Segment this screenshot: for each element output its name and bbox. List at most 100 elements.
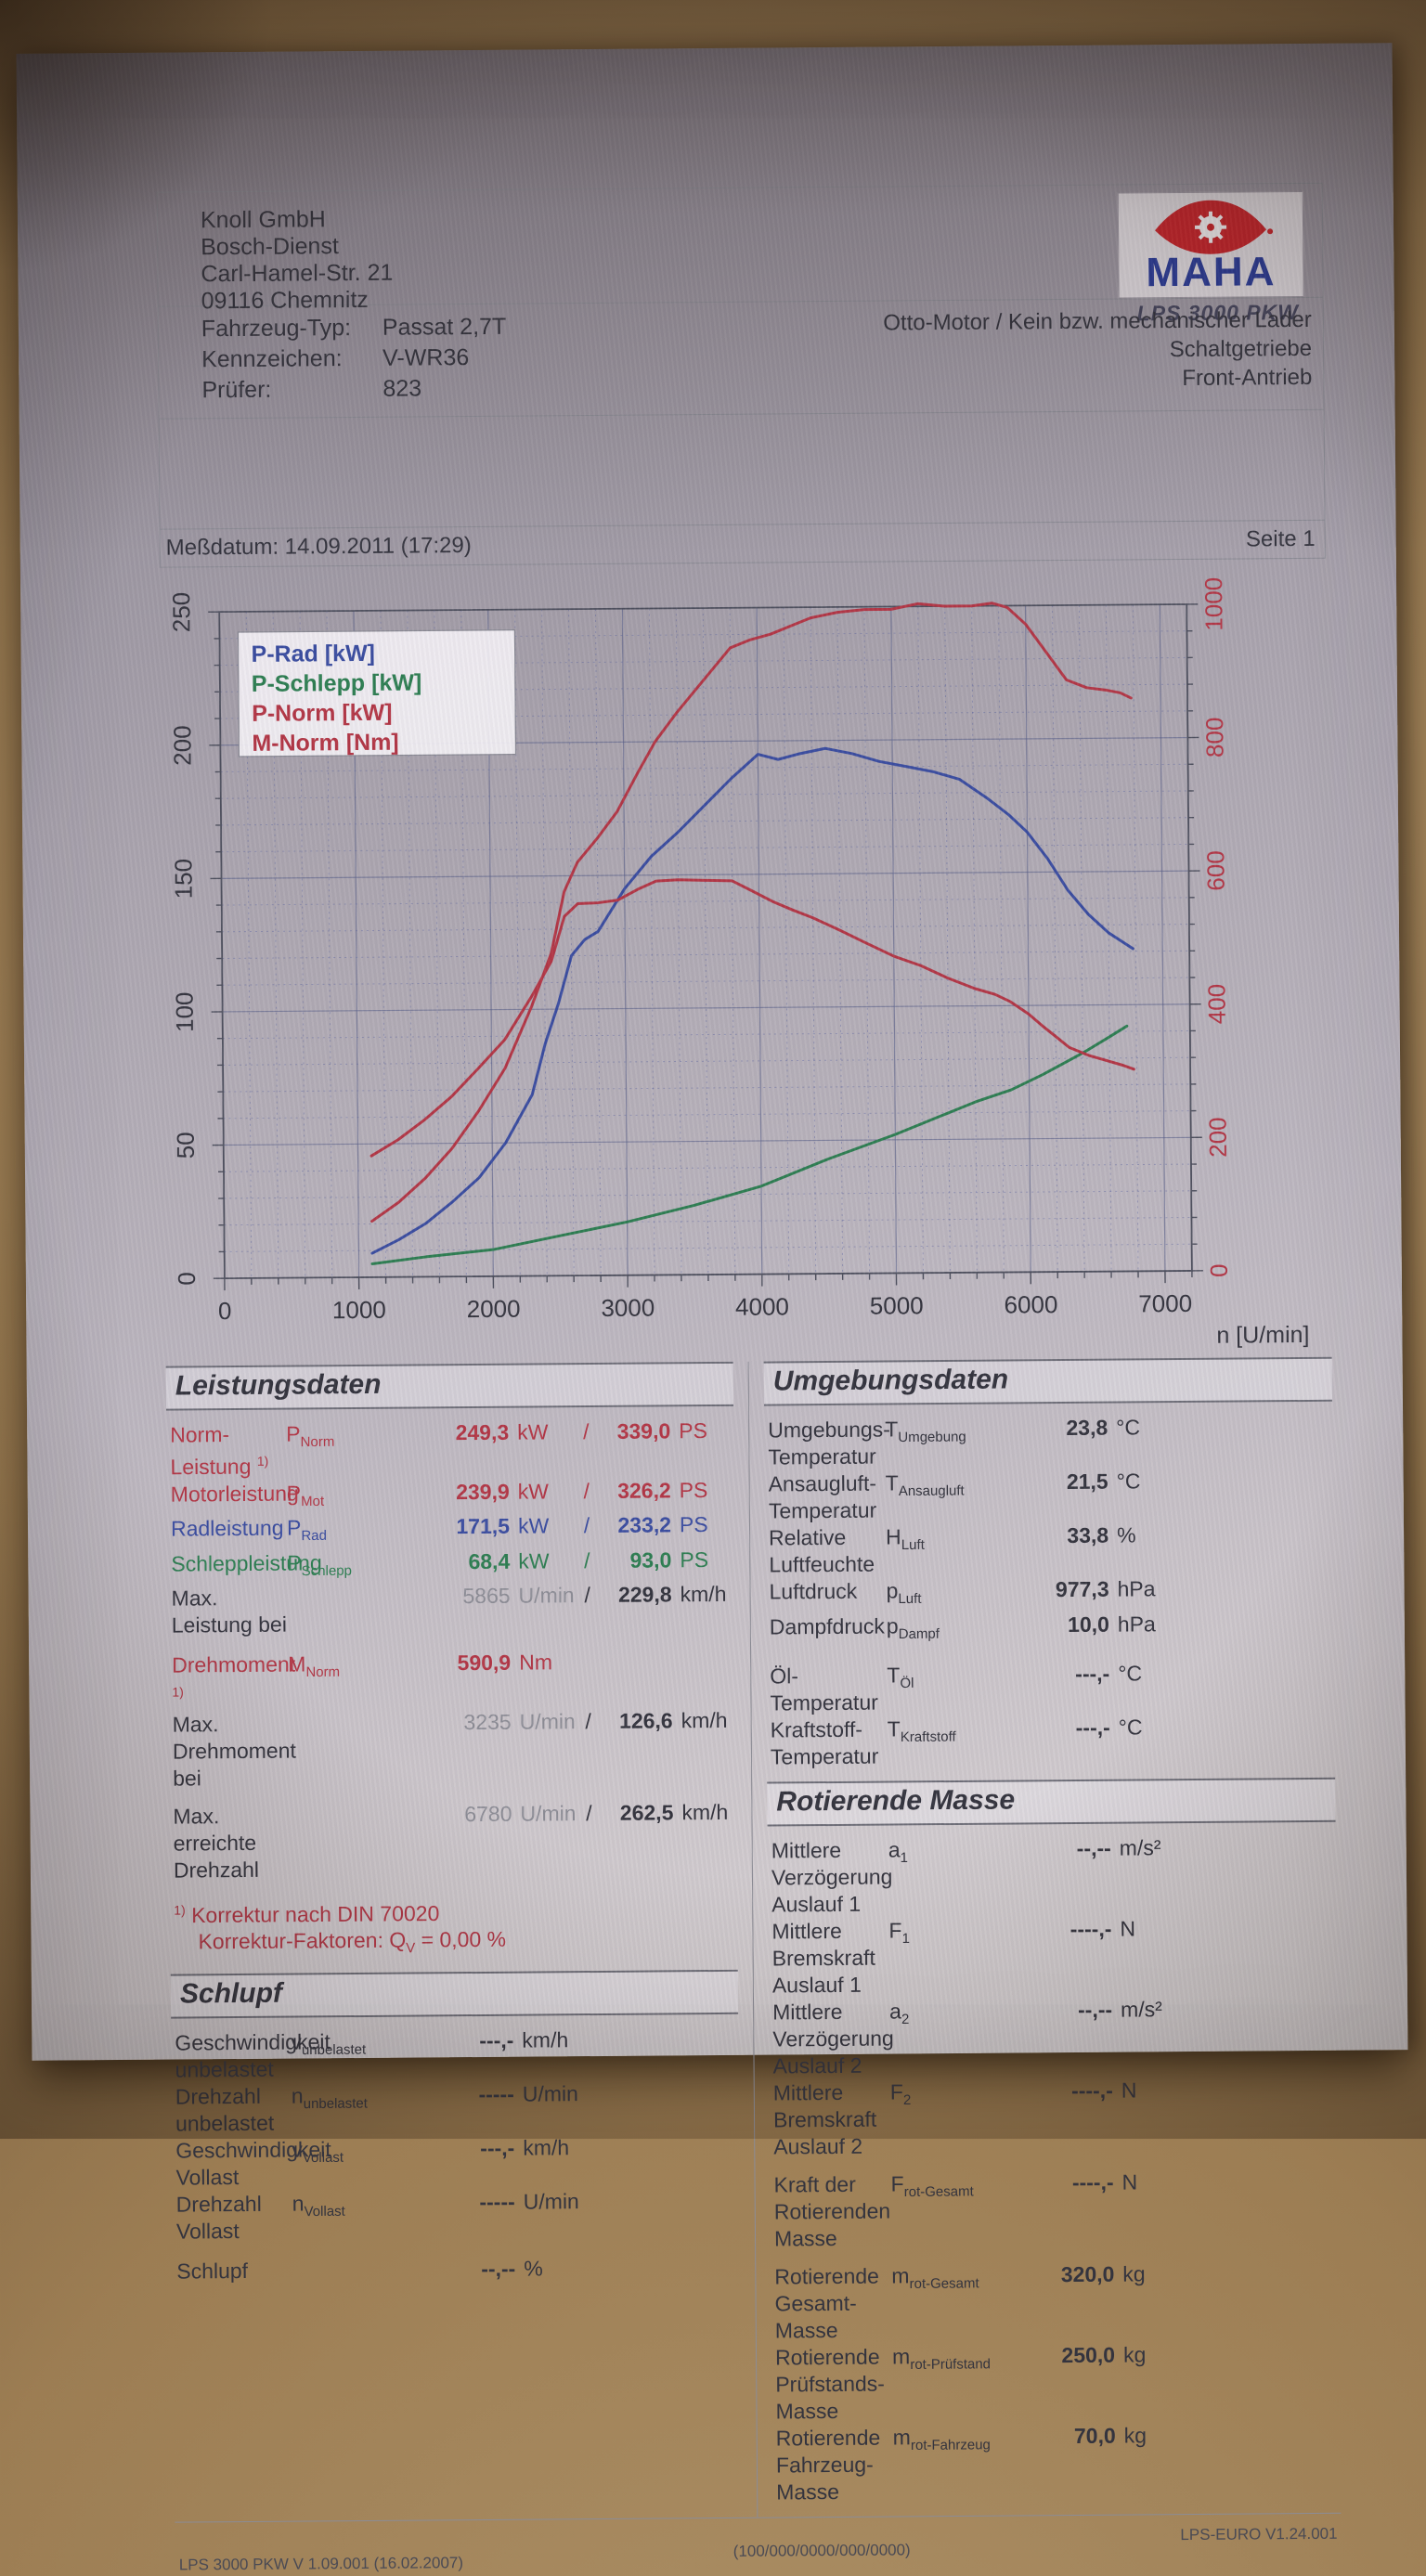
row-symbol: nVollast bbox=[292, 2190, 430, 2226]
axis-label: 250 bbox=[167, 592, 195, 633]
row-unit: U/min bbox=[515, 2188, 586, 2216]
row-value-2 bbox=[1196, 2015, 1274, 2016]
axis-label: 150 bbox=[169, 859, 197, 900]
row-value: 5865 bbox=[424, 1583, 510, 1611]
row-label: Ansaugluft-Temperatur bbox=[769, 1470, 886, 1525]
row-label: Mittlere Verzögerung Auslauf 1 bbox=[771, 1837, 889, 1919]
grid-line-minor bbox=[542, 609, 548, 1275]
grid-line-minor bbox=[945, 606, 951, 1273]
row-label: Geschwindigkeit unbelastet bbox=[175, 2029, 291, 2084]
row-unit-2: PS bbox=[670, 1417, 732, 1445]
row-symbol: TUmgebung bbox=[885, 1415, 1022, 1451]
row-label: Norm-Leistung 1) bbox=[170, 1421, 286, 1482]
row-unit-2 bbox=[676, 2100, 737, 2101]
row-unit: U/min bbox=[512, 1800, 582, 1828]
row-label: Max. Drehmoment bei bbox=[173, 1711, 290, 1793]
row-symbol: vunbelastet bbox=[291, 2028, 428, 2065]
report-header-box: Knoll GmbH Bosch-Dienst Carl-Hamel-Str. … bbox=[157, 183, 1326, 568]
axis-label: n [U/min] bbox=[1216, 1322, 1309, 1349]
row-value: 171,5 bbox=[424, 1513, 510, 1541]
row-unit: kW bbox=[509, 1418, 579, 1446]
grid-line-minor bbox=[223, 1057, 1190, 1065]
row-value-2 bbox=[599, 2275, 677, 2276]
row-value-2 bbox=[1193, 1595, 1271, 1596]
row-symbol: mrot-Prüfstand bbox=[892, 2343, 1030, 2379]
row-unit-2 bbox=[1271, 1595, 1332, 1596]
row-unit: U/min bbox=[512, 1708, 582, 1736]
row-unit-2 bbox=[676, 2154, 737, 2155]
grid-line-minor bbox=[569, 609, 575, 1275]
axis-label: 200 bbox=[1204, 1117, 1232, 1158]
row-unit-2 bbox=[1277, 2361, 1338, 2362]
row-label: Kraft der Rotierenden Masse bbox=[773, 2171, 891, 2253]
axis-label: 0 bbox=[218, 1297, 232, 1325]
row-unit-2 bbox=[1271, 1679, 1332, 1680]
row-unit: U/min bbox=[514, 2080, 585, 2108]
grid-line-minor bbox=[730, 608, 735, 1275]
printed-test-report: Knoll GmbH Bosch-Dienst Carl-Hamel-Str. … bbox=[17, 43, 1408, 2061]
slash: / bbox=[580, 1478, 593, 1505]
row-unit-2 bbox=[672, 1668, 733, 1669]
axis-label: 100 bbox=[170, 991, 198, 1032]
row-label: Rotierende Prüfstands-Masse bbox=[775, 2344, 893, 2426]
row-symbol: PNorm bbox=[286, 1419, 423, 1456]
row-label: Relative Luftfeuchte bbox=[769, 1524, 886, 1579]
row-value: 10,0 bbox=[1024, 1611, 1109, 1638]
row-value: 249,3 bbox=[423, 1419, 509, 1447]
row-label: Luftdruck bbox=[769, 1578, 886, 1606]
grid-line-minor bbox=[918, 606, 924, 1273]
row-label: Drehmoment 1) bbox=[172, 1651, 288, 1712]
row-value-2 bbox=[598, 2101, 676, 2102]
row-value-2 bbox=[594, 1669, 672, 1670]
engine-info-line: Front-Antrieb bbox=[684, 363, 1312, 396]
report-footer: LPS 3000 PKW V 1.09.001 (16.02.2007) (10… bbox=[175, 2538, 1342, 2566]
axis-label: 800 bbox=[1200, 718, 1228, 758]
row-symbol: F2 bbox=[890, 2078, 1028, 2115]
row-label: Mittlere Verzögerung Auslauf 2 bbox=[772, 1999, 890, 2080]
row-symbol: pDampf bbox=[887, 1612, 1024, 1648]
maha-logo-block: MAHA LPS 3000 PKW bbox=[1118, 191, 1317, 299]
row-label: Drehzahl unbelastet bbox=[175, 2083, 292, 2138]
vehicle-row: Kennzeichen: V-WR36 bbox=[201, 341, 684, 375]
grid-line-major bbox=[622, 609, 628, 1275]
grid-line-minor bbox=[1053, 605, 1058, 1272]
row-symbol: vVollast bbox=[292, 2136, 429, 2172]
row-unit-2 bbox=[677, 2274, 738, 2275]
maha-logo-graphic: MAHA bbox=[1123, 196, 1299, 293]
row-value-2 bbox=[1198, 2280, 1276, 2281]
header-empty-row bbox=[160, 409, 1325, 529]
row-symbol: TAnsaugluft bbox=[886, 1469, 1023, 1505]
row-value-2 bbox=[1193, 1679, 1271, 1680]
grid-line-minor bbox=[649, 609, 655, 1275]
row-symbol: TKraftstoff bbox=[888, 1715, 1025, 1752]
row-unit: kW bbox=[510, 1512, 580, 1540]
row-value: ---,- bbox=[429, 2135, 514, 2163]
section-title: Schlupf bbox=[171, 1970, 738, 2019]
row-value-2 bbox=[1195, 1854, 1273, 1855]
grid-line-minor bbox=[1106, 605, 1111, 1272]
row-unit: m/s² bbox=[1112, 1996, 1183, 2024]
row-label: Kraftstoff-Temperatur bbox=[771, 1716, 888, 1771]
legend-entry: M-Norm [Nm] bbox=[252, 730, 399, 757]
row-value: --,-- bbox=[1027, 1997, 1112, 2025]
header-row-date: Meßdatum: 14.09.2011 (17:29) Seite 1 bbox=[161, 520, 1325, 567]
row-label: Mittlere Bremskraft Auslauf 1 bbox=[771, 1918, 889, 2000]
row-label: Mittlere Bremskraft Auslauf 2 bbox=[773, 2079, 891, 2161]
grid-line-minor bbox=[999, 606, 1005, 1273]
axis-label: 2000 bbox=[467, 1295, 521, 1323]
axis-label: 1000 bbox=[1199, 577, 1227, 631]
config-code: (100/000/0000/000/0000) bbox=[733, 2542, 911, 2561]
row-value: ---,- bbox=[1024, 1661, 1109, 1689]
